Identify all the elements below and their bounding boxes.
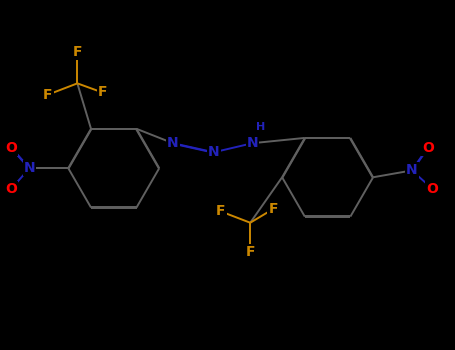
Text: O: O xyxy=(422,141,434,155)
Text: O: O xyxy=(426,182,438,196)
Text: N: N xyxy=(24,161,35,175)
Text: N: N xyxy=(406,163,418,177)
Text: F: F xyxy=(43,88,52,102)
Text: N: N xyxy=(167,136,179,150)
Text: O: O xyxy=(5,141,17,155)
Text: O: O xyxy=(5,182,17,196)
Text: F: F xyxy=(73,44,82,58)
Text: N: N xyxy=(247,136,258,150)
Text: F: F xyxy=(268,202,278,216)
Text: F: F xyxy=(98,85,107,99)
Text: N: N xyxy=(208,145,220,159)
Text: F: F xyxy=(216,204,225,218)
Text: F: F xyxy=(246,245,255,259)
Text: H: H xyxy=(256,122,265,132)
